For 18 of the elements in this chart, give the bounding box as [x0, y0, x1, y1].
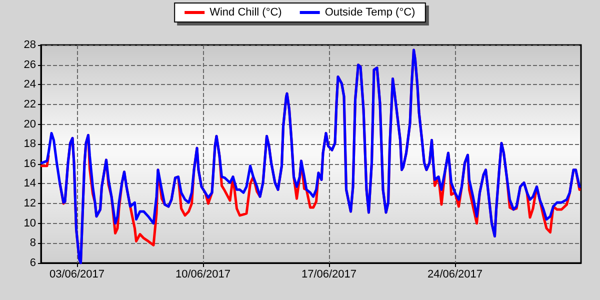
y-tick-label: 8 — [30, 237, 36, 250]
y-tick-label: 16 — [24, 158, 36, 170]
legend-label: Wind Chill (°C) — [210, 6, 282, 18]
x-tick-label: 03/06/2017 — [49, 268, 105, 280]
y-tick-label: 24 — [24, 78, 36, 91]
legend-label: Outside Temp (°C) — [324, 6, 416, 18]
x-tick-label: 10/06/2017 — [175, 268, 231, 280]
y-tick-label: 28 — [24, 39, 36, 51]
y-tick-label: 26 — [24, 58, 36, 71]
y-tick-label: 14 — [24, 178, 36, 190]
y-tick-label: 6 — [30, 257, 36, 269]
y-tick-label: 18 — [24, 138, 36, 150]
y-tick-label: 12 — [24, 198, 36, 210]
x-tick-label: 24/06/2017 — [427, 268, 483, 280]
y-tick-label: 20 — [24, 118, 36, 130]
y-tick-label: 22 — [24, 98, 36, 110]
x-tick-label: 17/06/2017 — [301, 268, 357, 280]
y-tick-label: 10 — [24, 217, 36, 230]
